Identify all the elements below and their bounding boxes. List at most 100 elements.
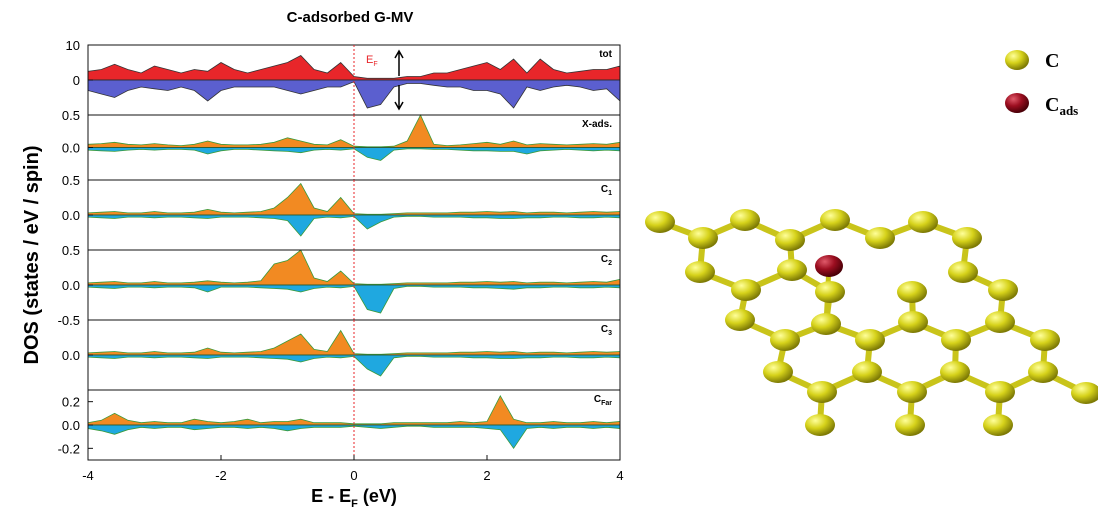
- annotation-text: E: [366, 54, 373, 66]
- carbon-atom: [940, 361, 970, 383]
- carbon-atom: [948, 261, 978, 283]
- panel-label-text: X-ads.: [582, 119, 612, 130]
- y-tick-label: 0.0: [62, 208, 80, 223]
- x-tick-label: -2: [215, 468, 227, 483]
- y-tick-label: 10: [66, 38, 80, 53]
- dos-area: [88, 331, 620, 356]
- carbon-atom: [730, 209, 760, 231]
- panel-label-sub: 3: [608, 330, 612, 337]
- y-tick-label: 0.0: [62, 348, 80, 363]
- carbon-atom: [897, 381, 927, 403]
- legend-text: C: [1045, 94, 1059, 116]
- panel-label-text: C: [601, 324, 608, 335]
- dos-area: [88, 148, 620, 161]
- carbon-atom: [688, 227, 718, 249]
- carbon-atom: [811, 313, 841, 335]
- y-tick-label: 0: [73, 73, 80, 88]
- x-label-sub: F: [351, 498, 358, 510]
- figure: 010totC-adsorbed G-MVDOS (states / eV / …: [0, 0, 1098, 511]
- dos-area: [88, 56, 620, 81]
- carbon-atom: [898, 311, 928, 333]
- adsorbed-atom: [815, 255, 843, 277]
- structure-legend: C Cads: [1005, 50, 1078, 118]
- carbon-atom: [731, 279, 761, 301]
- panel-label-text: C: [601, 254, 608, 265]
- x-label-unit: (eV): [363, 486, 397, 506]
- carbon-atom: [777, 259, 807, 281]
- panel-label: X-ads.: [582, 119, 612, 130]
- carbon-atom: [908, 211, 938, 233]
- dos-area: [88, 425, 620, 448]
- legend-atom-cads: [1005, 93, 1029, 113]
- panel-label: C1: [601, 184, 612, 197]
- carbon-atom: [725, 309, 755, 331]
- carbon-atom: [685, 261, 715, 283]
- y-tick-label: 0.5: [62, 243, 80, 258]
- carbon-atom: [1028, 361, 1058, 383]
- panel-label: tot: [599, 49, 612, 60]
- panel: 0.0 0.5 C1: [62, 173, 620, 250]
- carbon-atom: [985, 381, 1015, 403]
- carbon-atom: [865, 227, 895, 249]
- carbon-atom: [805, 414, 835, 436]
- carbon-atom: [775, 229, 805, 251]
- carbon-atom: [952, 227, 982, 249]
- carbon-atom: [895, 414, 925, 436]
- panel: 0 10 tot C-adsorbed G-MV DOS (states / eV / …: [21, 9, 620, 364]
- carbon-atom: [983, 414, 1013, 436]
- carbon-atom: [807, 381, 837, 403]
- panel-label: C2: [601, 254, 612, 267]
- x-axis-label: E - EF (eV): [311, 486, 397, 510]
- legend-text: C: [1045, 50, 1059, 72]
- x-tick-label: -4: [82, 468, 94, 483]
- legend-atom-c: [1005, 50, 1029, 70]
- chart-title: C-adsorbed G-MV: [287, 9, 414, 26]
- panel-label: CFar: [594, 394, 612, 407]
- panel: -0.5 0.0 0.5 C2: [58, 243, 620, 328]
- panel-label-sub: 2: [608, 260, 612, 267]
- structure: [645, 209, 1098, 436]
- y-tick-label: 0.0: [62, 418, 80, 433]
- legend-sub: ads: [1059, 103, 1078, 118]
- x-tick-label: 2: [483, 468, 490, 483]
- x-label-text: E - E: [311, 486, 351, 506]
- carbon-atom: [852, 361, 882, 383]
- carbon-atom: [1030, 329, 1060, 351]
- carbon-atom: [763, 361, 793, 383]
- annotation-sub: F: [373, 61, 377, 68]
- legend-label: C: [1045, 50, 1059, 72]
- panel-label-text: tot: [599, 49, 612, 60]
- spin-arrow: [395, 51, 403, 76]
- carbon-atom: [770, 329, 800, 351]
- panel-label-sub: Far: [601, 400, 612, 407]
- panel-label-text: C: [601, 184, 608, 195]
- y-tick-label: 0.0: [62, 141, 80, 156]
- panel-label: C3: [601, 324, 612, 337]
- x-tick-label: 0: [350, 468, 357, 483]
- panel-label-text: C: [594, 394, 601, 405]
- legend-label: Cads: [1045, 94, 1078, 118]
- carbon-atom: [985, 311, 1015, 333]
- y-tick-label: 0.5: [62, 173, 80, 188]
- panel-label-sub: 1: [608, 190, 612, 197]
- y-tick-label: 0.5: [62, 108, 80, 123]
- x-tick-label: 4: [616, 468, 623, 483]
- carbon-atom: [855, 329, 885, 351]
- y-tick-label: -0.5: [58, 313, 80, 328]
- panel: -0.2 0.0 0.2 CFar -4 -2 0 2 4 E - EF (eV): [58, 390, 624, 510]
- panel: 0.0 C3: [62, 320, 620, 390]
- y-tick-label: 0.0: [62, 278, 80, 293]
- y-axis-label: DOS (states / eV / spin): [21, 146, 43, 365]
- y-tick-label: -0.2: [58, 441, 80, 456]
- panel: 0.0 0.5 X-ads.: [62, 108, 620, 180]
- fermi-annotation: EF: [366, 54, 378, 68]
- carbon-atom: [988, 279, 1018, 301]
- carbon-atom: [815, 281, 845, 303]
- carbon-atom: [645, 211, 675, 233]
- carbon-atom: [897, 281, 927, 303]
- carbon-atom: [941, 329, 971, 351]
- carbon-atom: [820, 209, 850, 231]
- y-tick-label: 0.2: [62, 395, 80, 410]
- spin-arrow: [395, 85, 403, 109]
